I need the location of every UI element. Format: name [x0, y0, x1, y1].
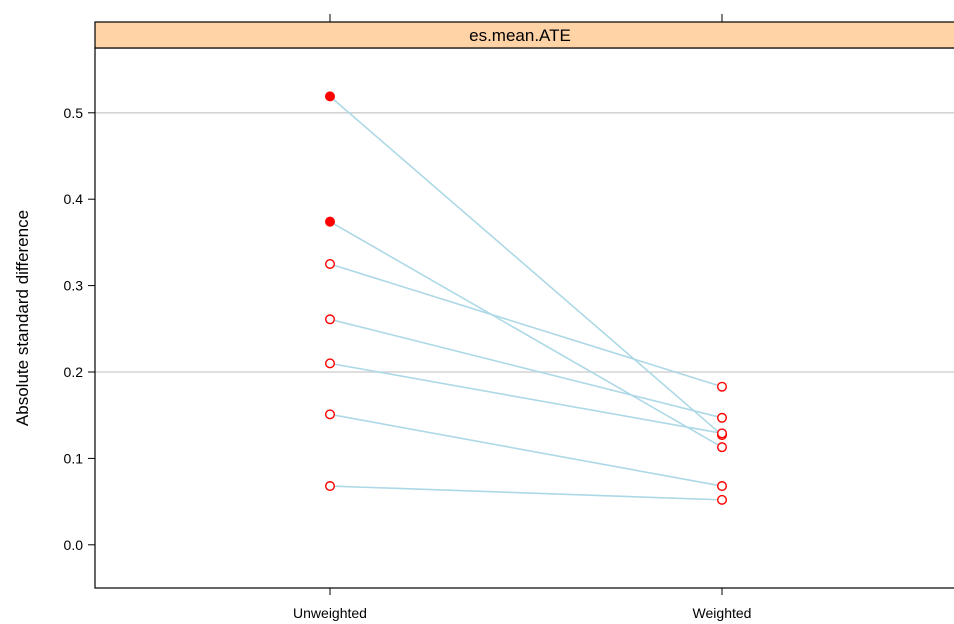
data-point-7-unweighted [325, 481, 336, 492]
data-point-7-weighted [717, 494, 728, 505]
y-tick-label: 0.5 [64, 105, 84, 121]
panel-strip [94, 21, 954, 49]
series-line-5 [329, 362, 723, 435]
x-tick-label: Unweighted [293, 605, 367, 621]
data-point-4-weighted [717, 412, 728, 423]
y-tick-label: 0.2 [64, 364, 84, 380]
series-line-4 [329, 318, 723, 419]
series-line-1 [329, 95, 723, 436]
panel-frame [94, 47, 954, 589]
y-tick-label: 0.0 [64, 537, 84, 553]
series-line-3 [329, 263, 723, 388]
data-point-1-unweighted [325, 91, 336, 102]
y-axis-title: Absolute standard difference [13, 210, 32, 426]
y-tick-label: 0.3 [64, 278, 84, 294]
data-point-3-unweighted [325, 259, 336, 270]
data-point-6-unweighted [325, 409, 336, 420]
data-point-6-weighted [717, 481, 728, 492]
x-axis: Unweighted Weighted [293, 14, 751, 621]
panel-strip-title: es.mean.ATE [469, 26, 571, 45]
reference-lines [95, 112, 954, 373]
series-lines [329, 95, 723, 501]
y-axis: 0.0 0.1 0.2 0.3 0.4 0.5 [64, 105, 95, 553]
data-point-3-weighted [717, 381, 728, 392]
x-tick-label: Weighted [693, 605, 752, 621]
data-point-4-unweighted [325, 314, 336, 325]
y-tick-label: 0.4 [64, 191, 84, 207]
data-point-5-weighted [717, 428, 728, 439]
series-line-6 [329, 413, 723, 487]
data-point-2-unweighted [325, 216, 336, 227]
y-tick-label: 0.1 [64, 450, 84, 466]
series-line-2 [329, 220, 723, 448]
series-points [325, 91, 728, 505]
data-point-5-unweighted [325, 358, 336, 369]
series-line-7 [329, 485, 723, 501]
data-point-2-weighted [717, 442, 728, 453]
